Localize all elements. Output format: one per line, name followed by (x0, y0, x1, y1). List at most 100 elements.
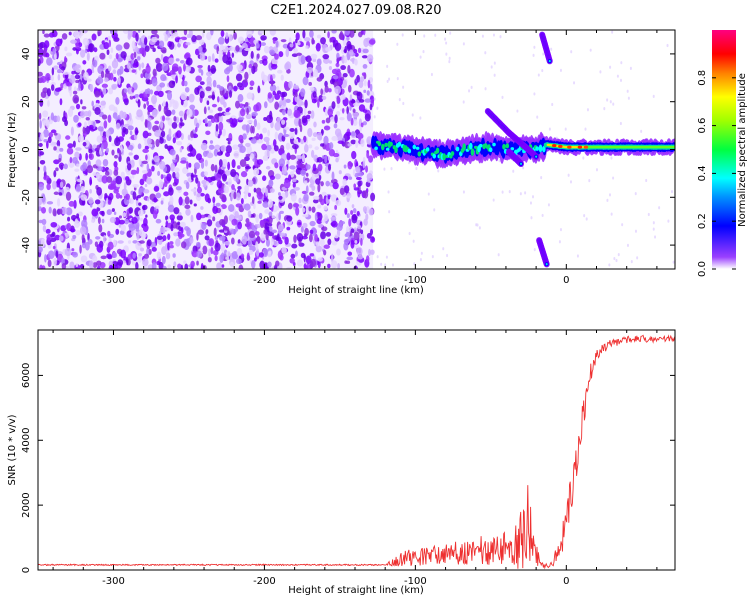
noise-speck (361, 72, 366, 77)
noise-speck (110, 47, 114, 54)
noise-speck (199, 90, 205, 99)
noise-speck (278, 239, 283, 245)
noise-speck (316, 132, 323, 141)
noise-speck (218, 121, 224, 131)
noise-speck (199, 53, 206, 61)
noise-speck (85, 116, 90, 121)
noise-speck (181, 241, 187, 249)
noise-speck (38, 58, 41, 67)
noise-speck (235, 100, 240, 109)
noise-speck (363, 218, 368, 226)
noise-speck (232, 144, 239, 151)
signal-core (462, 143, 466, 151)
noise-speck (138, 253, 142, 257)
snr-ticks: -300 -200 -100 0 0 2000 4000 6000 (21, 330, 675, 587)
noise-speck (109, 72, 114, 81)
noise-speck (274, 121, 281, 131)
snr-xtick-label: -300 (102, 576, 125, 587)
noise-speck (297, 221, 302, 226)
faint-speck (419, 55, 422, 59)
faint-speck (492, 198, 495, 202)
noise-speck (350, 239, 355, 249)
noise-speck (201, 179, 207, 185)
noise-speck (84, 241, 90, 251)
noise-speck (217, 96, 220, 103)
noise-speck (362, 30, 366, 36)
faint-speck (384, 263, 387, 267)
noise-speck (311, 206, 316, 213)
noise-speck (104, 171, 110, 176)
noise-speck (169, 241, 174, 245)
noise-speck (316, 34, 322, 39)
noise-speck (203, 106, 207, 115)
faint-speck (386, 79, 389, 84)
noise-speck (159, 226, 166, 234)
faint-speck (612, 176, 615, 180)
noise-speck (331, 260, 338, 269)
noise-speck (101, 83, 109, 89)
noise-speck (174, 101, 178, 108)
faint-speck (636, 256, 639, 260)
noise-speck (50, 233, 55, 238)
noise-speck (65, 135, 71, 140)
faint-speck (620, 61, 623, 65)
noise-speck (107, 114, 112, 123)
faint-speck (512, 169, 515, 173)
noise-speck (52, 208, 57, 217)
noise-speck (286, 215, 293, 222)
noise-speck (282, 133, 290, 138)
noise-speck (315, 241, 321, 247)
noise-speck (309, 229, 314, 235)
noise-speck (77, 122, 82, 127)
noise-speck (316, 77, 323, 82)
noise-speck (108, 104, 116, 111)
noise-speck (346, 112, 352, 122)
noise-speck (356, 247, 363, 256)
noise-speck (196, 186, 202, 194)
noise-speck (138, 240, 145, 244)
noise-speck (184, 86, 190, 93)
noise-speck (283, 81, 289, 89)
noise-speck (202, 245, 208, 255)
noise-speck (258, 212, 263, 220)
noise-speck (349, 105, 352, 111)
faint-speck (529, 201, 532, 205)
spectrogram-ytick-label: -40 (21, 237, 32, 253)
noise-speck (126, 62, 132, 70)
noise-speck (340, 65, 346, 71)
faint-speck (569, 180, 572, 184)
noise-speck (278, 100, 285, 106)
snr-panel: -300 -200 -100 0 0 2000 4000 6000 Height of str… (7, 329, 676, 596)
noise-speck (128, 198, 134, 205)
noise-speck (278, 158, 286, 167)
noise-speck (298, 197, 302, 204)
faint-speck (634, 229, 637, 233)
noise-speck (91, 33, 97, 41)
noise-speck (183, 112, 187, 121)
noise-speck (43, 165, 47, 173)
noise-speck (146, 100, 149, 106)
noise-speck (145, 214, 148, 218)
noise-speck (83, 121, 88, 128)
noise-speck (171, 63, 179, 72)
noise-speck (349, 94, 353, 101)
noise-speck (323, 205, 328, 211)
faint-speck (615, 258, 618, 263)
noise-speck (214, 58, 219, 63)
noise-speck (320, 88, 324, 96)
noise-speck (287, 108, 293, 116)
noise-speck (146, 239, 152, 247)
noise-speck (218, 229, 226, 233)
noise-speck (131, 40, 136, 50)
noise-speck (296, 52, 302, 56)
noise-speck (56, 115, 61, 123)
noise-speck (156, 235, 163, 240)
noise-speck (335, 157, 339, 163)
noise-speck (323, 244, 330, 249)
noise-speck (236, 82, 243, 88)
faint-speck (493, 61, 496, 65)
faint-speck (492, 33, 495, 37)
noise-speck (334, 205, 338, 210)
noise-speck (188, 30, 193, 38)
noise-speck (364, 98, 372, 103)
